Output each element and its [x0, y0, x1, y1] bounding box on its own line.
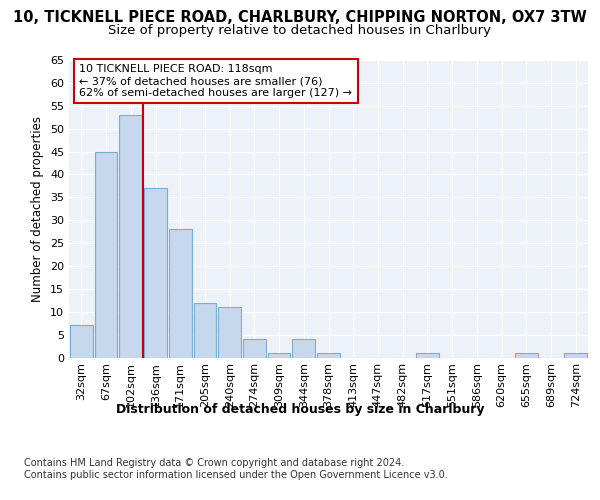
Bar [416, 353, 439, 358]
Text: Distribution of detached houses by size in Charlbury: Distribution of detached houses by size … [116, 402, 484, 415]
Bar [144, 188, 167, 358]
Bar [317, 353, 340, 358]
Text: Contains HM Land Registry data © Crown copyright and database right 2024.: Contains HM Land Registry data © Crown c… [24, 458, 404, 468]
Text: 10, TICKNELL PIECE ROAD, CHARLBURY, CHIPPING NORTON, OX7 3TW: 10, TICKNELL PIECE ROAD, CHARLBURY, CHIP… [13, 10, 587, 25]
Bar [95, 152, 118, 358]
Bar [268, 353, 290, 358]
Bar [169, 230, 191, 358]
Text: 10 TICKNELL PIECE ROAD: 118sqm
← 37% of detached houses are smaller (76)
62% of : 10 TICKNELL PIECE ROAD: 118sqm ← 37% of … [79, 64, 352, 98]
Bar [292, 339, 315, 357]
Bar [564, 353, 587, 358]
Bar [218, 307, 241, 358]
Text: Size of property relative to detached houses in Charlbury: Size of property relative to detached ho… [109, 24, 491, 37]
Bar [194, 302, 216, 358]
Bar [119, 115, 142, 358]
Y-axis label: Number of detached properties: Number of detached properties [31, 116, 44, 302]
Bar [515, 353, 538, 358]
Bar [70, 326, 93, 358]
Bar [243, 339, 266, 357]
Text: Contains public sector information licensed under the Open Government Licence v3: Contains public sector information licen… [24, 470, 448, 480]
